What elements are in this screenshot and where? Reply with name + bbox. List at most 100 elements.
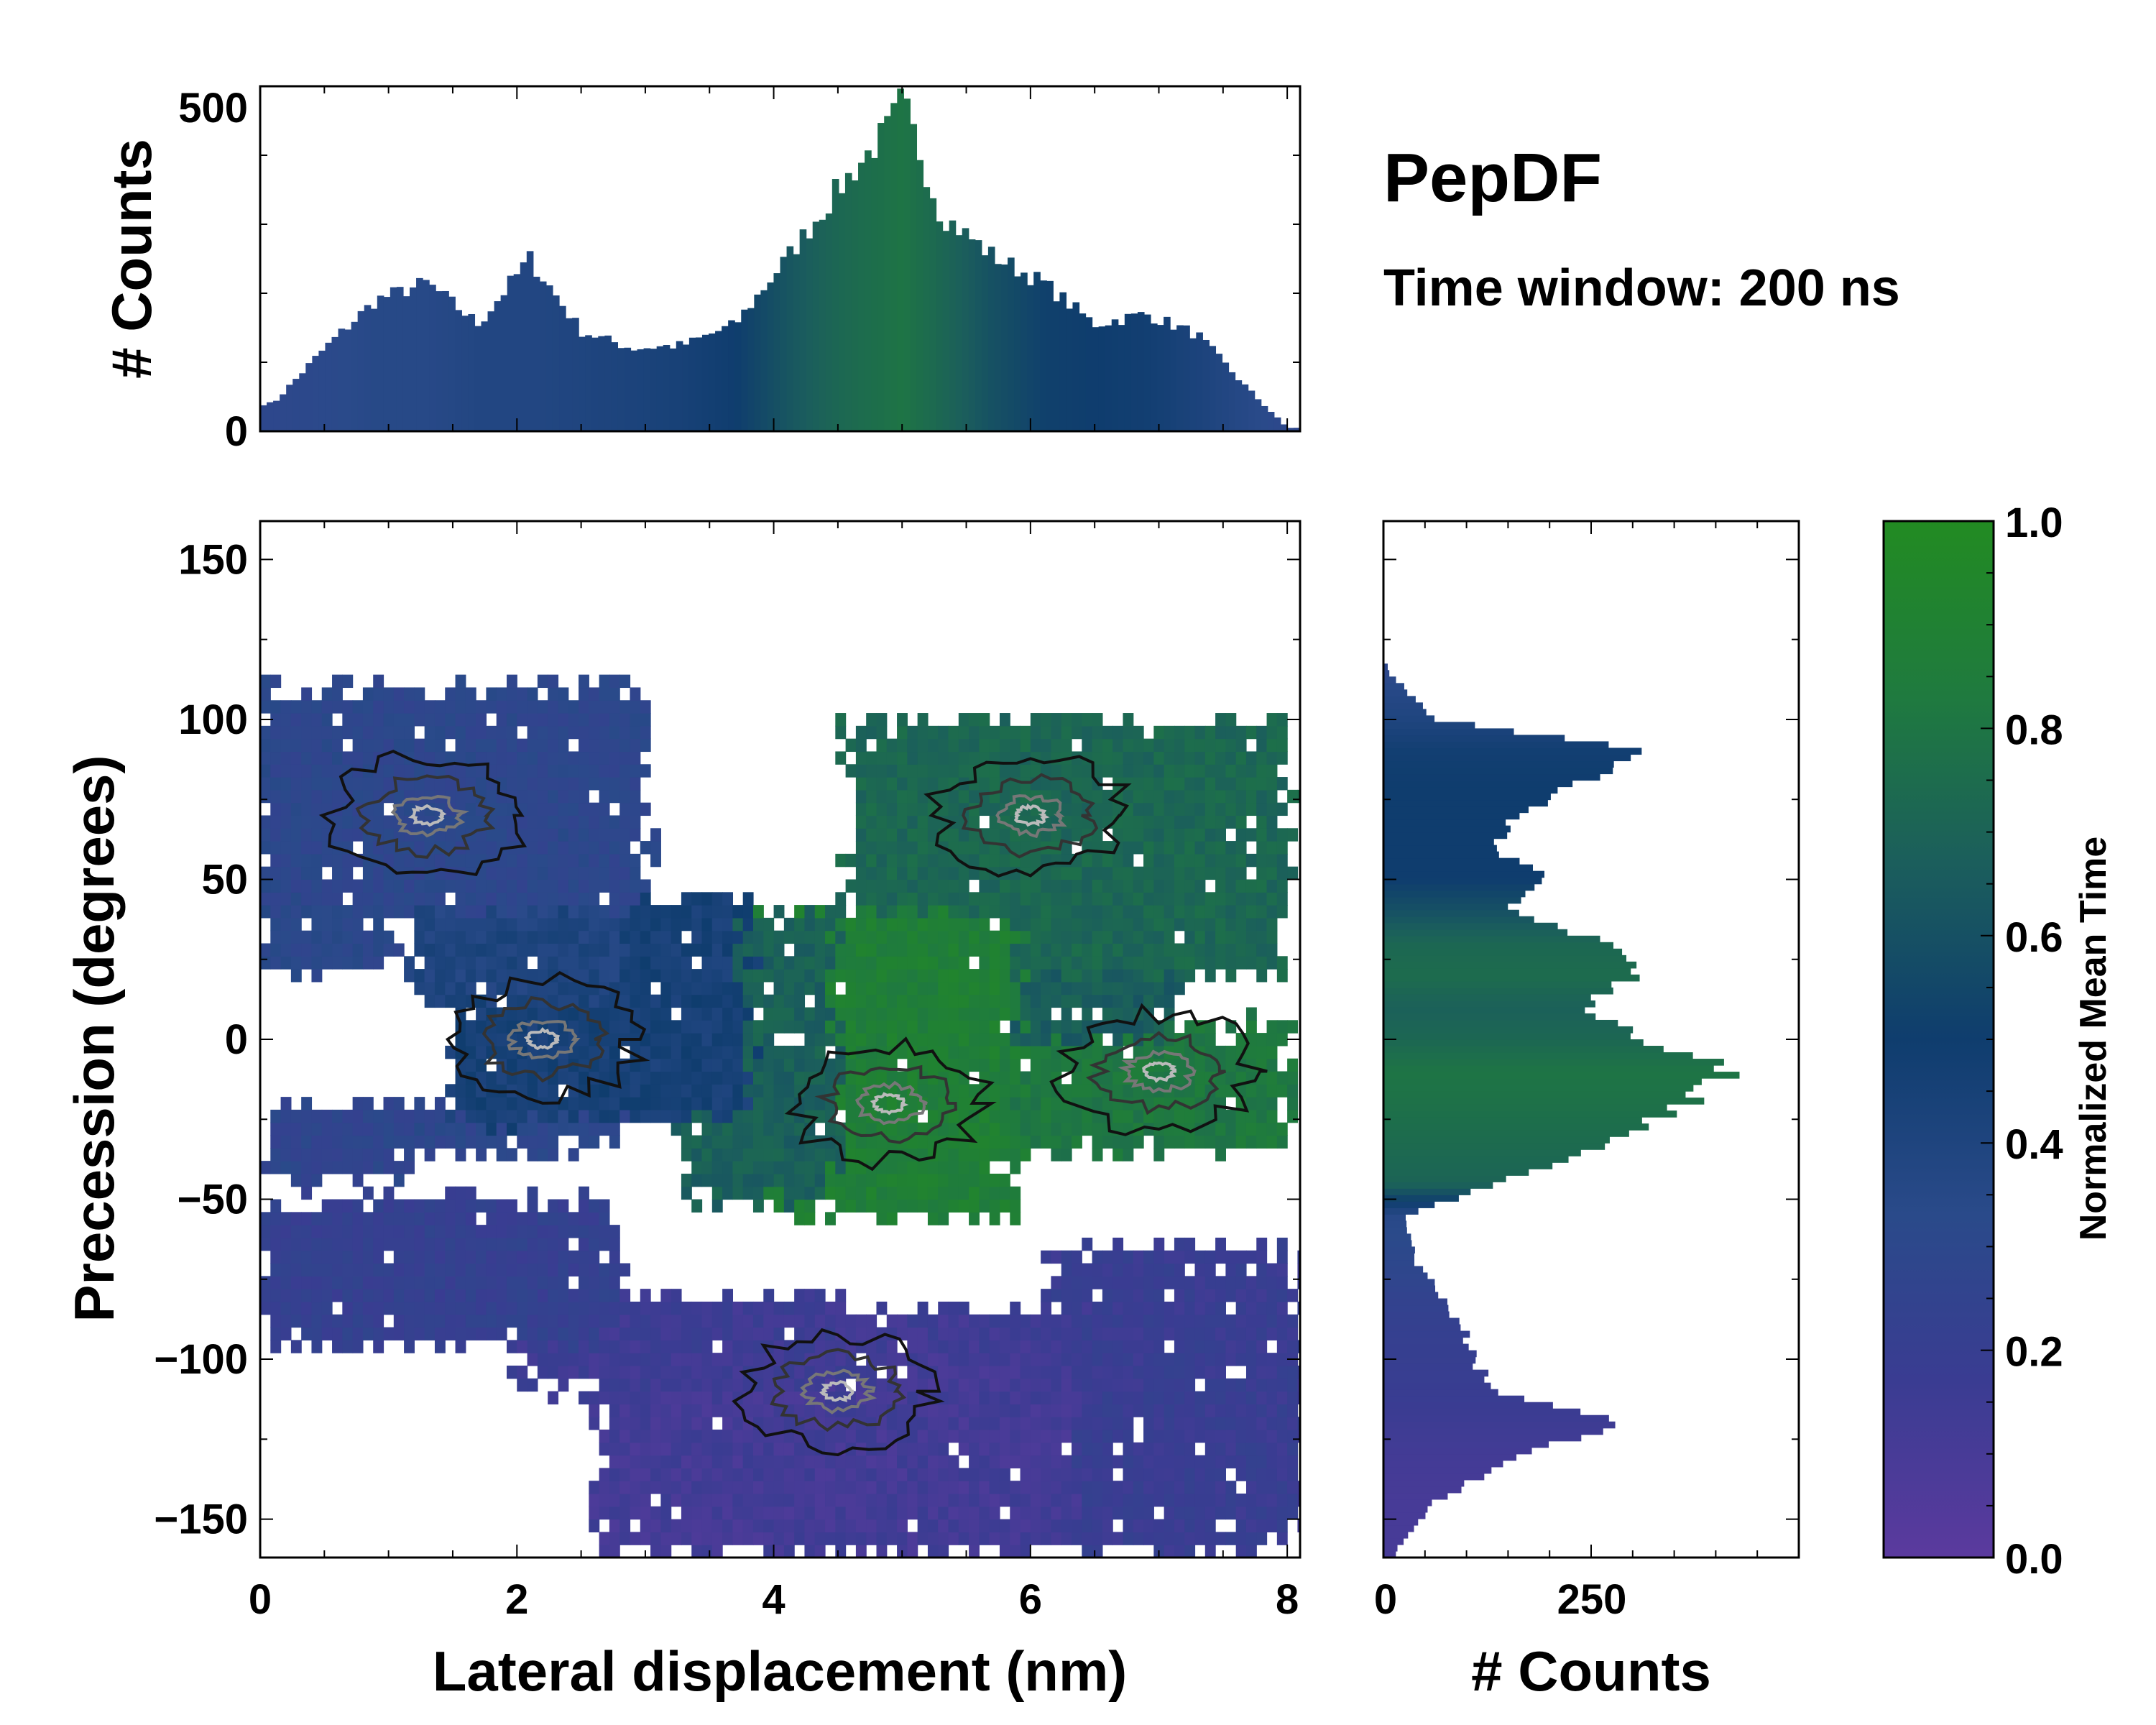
heatmap-cell [660,1417,672,1430]
heatmap-cell [835,1468,847,1481]
heatmap-cell [958,1186,969,1200]
heatmap-cell [630,1455,641,1468]
top-histogram-bar [831,178,839,431]
heatmap-cell [1256,1506,1268,1520]
heatmap-cell [701,1327,713,1340]
heatmap-cell [999,1071,1010,1085]
heatmap-cell [969,1161,980,1174]
heatmap-cell [476,956,487,970]
heatmap-cell [845,1532,857,1545]
heatmap-cell [732,1417,744,1430]
heatmap-cell [1010,1109,1021,1123]
heatmap-cell [1194,828,1206,842]
heatmap-cell [434,1212,446,1225]
heatmap-cell [1184,1301,1196,1315]
heatmap-cell [999,1493,1010,1507]
heatmap-cell [1164,1429,1175,1443]
heatmap-cell [948,1186,959,1200]
heatmap-cell [568,841,579,855]
top-histogram-bar [331,336,339,431]
heatmap-cell [548,1225,559,1238]
heatmap-cell [630,777,641,791]
heatmap-cell [989,1199,1000,1213]
heatmap-cell [506,1250,517,1264]
heatmap-cell [352,956,364,970]
heatmap-cell [650,969,661,983]
heatmap-cell [1164,853,1175,868]
heatmap-cell [773,1481,785,1494]
heatmap-cell [855,738,867,753]
heatmap-cell [671,943,682,957]
heatmap-cell [589,1340,600,1353]
heatmap-cell [404,713,415,727]
heatmap-cell [290,969,302,983]
heatmap-cell [927,853,939,868]
heatmap-cell [630,930,641,944]
heatmap-cell [722,1506,734,1520]
heatmap-cell [476,1327,487,1340]
heatmap-cell [589,738,600,753]
heatmap-cell [1133,1404,1144,1417]
heatmap-cell [1215,879,1226,893]
heatmap-cell [938,777,949,791]
heatmap-cell [1041,713,1052,727]
heatmap-cell [1051,1519,1062,1532]
heatmap-cell [999,725,1010,740]
heatmap-cell [927,1161,939,1174]
heatmap-cell [517,1109,528,1123]
heatmap-cell [1102,866,1113,880]
heatmap-cell [866,892,877,906]
heatmap-cell [476,1135,487,1149]
heatmap-cell [886,1148,898,1162]
heatmap-cell [393,905,405,919]
heatmap-cell [332,725,343,740]
heatmap-cell [1143,943,1154,957]
heatmap-cell [866,1506,877,1520]
heatmap-cell [280,1301,292,1315]
heatmap-cell [1112,969,1124,983]
heatmap-cell [1266,892,1278,906]
heatmap-cell [1030,1033,1041,1046]
heatmap-cell [1225,1327,1237,1340]
heatmap-cell [804,1519,816,1532]
heatmap-cell [711,892,723,906]
heatmap-cell [1123,994,1134,1008]
heatmap-cell [907,1391,918,1404]
heatmap-cell [589,943,600,957]
heatmap-cell [1215,917,1226,932]
heatmap-cell [1245,751,1257,765]
heatmap-cell [763,1097,775,1110]
heatmap-cell [352,1301,364,1315]
heatmap-cell [650,1045,661,1059]
heatmap-cell [958,1199,969,1213]
heatmap-cell [1082,905,1093,919]
heatmap-cell [476,1199,487,1213]
heatmap-cell [1184,930,1196,944]
heatmap-cell [979,1340,990,1353]
top-histogram-bar [344,329,352,431]
heatmap-cell [321,764,333,778]
heatmap-cell [1153,1493,1165,1507]
heatmap-cell [845,943,857,957]
heatmap-cell [537,1340,548,1353]
heatmap-cell [1030,1045,1041,1059]
heatmap-cell [465,956,476,970]
heatmap-cell [640,969,651,983]
heatmap-cell [897,879,908,893]
heatmap-cell [701,930,713,944]
heatmap-cell [814,1340,826,1353]
heatmap-cell [1256,1263,1268,1276]
heatmap-cell [825,1020,836,1034]
heatmap-cell [1143,1289,1154,1302]
heatmap-cell [866,1314,877,1328]
heatmap-cell [927,943,939,957]
heatmap-cell [352,828,364,842]
heatmap-cell [948,1007,959,1021]
heatmap-cell [311,930,323,944]
heatmap-cell [1256,1455,1268,1468]
heatmap-cell [773,1058,785,1072]
heatmap-cell [1225,1481,1237,1494]
heatmap-cell [640,1058,651,1072]
heatmap-cell [948,905,959,919]
heatmap-cell [1112,1493,1124,1507]
